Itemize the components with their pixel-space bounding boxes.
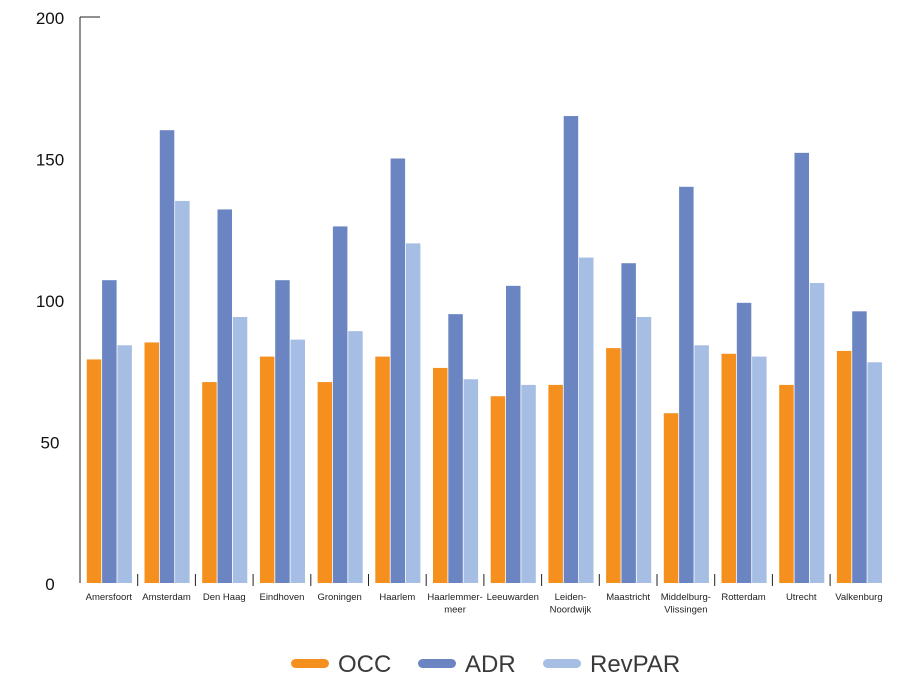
x-axis-labels: Amersfoort Amsterdam Den Haag Eindhoven Gron…: [86, 592, 883, 616]
bar-revpar-9: [636, 316, 652, 583]
legend-swatch-occ: [291, 659, 329, 668]
bar-occ-3: [259, 356, 275, 583]
bar-adr-1: [159, 130, 175, 583]
bar-revpar-7: [521, 384, 536, 583]
y-tick-label: 200: [36, 9, 64, 28]
legend-label-revpar: RevPAR: [590, 651, 680, 678]
bar-adr-9: [621, 263, 636, 583]
bar-adr-7: [506, 285, 521, 583]
legend-label-occ: OCC: [338, 651, 391, 678]
x-tick-label: meer: [444, 605, 466, 616]
x-tick-label: Haarlemmer-: [427, 592, 482, 603]
bar-adr-13: [852, 311, 867, 583]
bar-occ-12: [779, 384, 794, 583]
y-tick-label: 50: [41, 434, 60, 453]
x-tick-label: Amersfoort: [86, 592, 133, 603]
x-tick-label: Rotterdam: [721, 592, 765, 603]
x-tick-label: Eindhoven: [259, 592, 304, 603]
x-tick-label: Utrecht: [786, 592, 817, 603]
bar-revpar-8: [579, 257, 594, 583]
bar-adr-12: [794, 152, 809, 583]
x-tick-label: Valkenburg: [835, 592, 882, 603]
bars: [86, 116, 882, 584]
x-tick-label: Maastricht: [606, 592, 650, 603]
bar-revpar-0: [117, 345, 132, 583]
x-tick-label: Noordwijk: [550, 605, 592, 616]
bar-adr-10: [679, 186, 694, 584]
bar-adr-4: [332, 226, 348, 584]
bar-adr-8: [563, 116, 579, 584]
bar-adr-6: [448, 314, 463, 583]
x-tick-label: Haarlem: [379, 592, 415, 603]
bar-adr-5: [390, 158, 406, 583]
bar-occ-0: [86, 359, 102, 583]
x-tick-label: Vlissingen: [664, 605, 707, 616]
x-tick-label: Leeuwarden: [487, 592, 539, 603]
bar-revpar-10: [694, 345, 709, 583]
bar-revpar-13: [867, 362, 882, 583]
legend-label-adr: ADR: [465, 651, 516, 678]
bar-occ-11: [721, 353, 736, 583]
bar-occ-6: [433, 367, 448, 583]
bar-adr-0: [102, 280, 117, 583]
bar-adr-2: [217, 209, 232, 583]
bar-revpar-3: [290, 339, 305, 583]
bar-revpar-5: [405, 243, 421, 583]
bar-revpar-4: [348, 331, 363, 583]
x-tick-label: Den Haag: [203, 592, 246, 603]
x-tick-label: Groningen: [317, 592, 361, 603]
bar-occ-2: [202, 382, 217, 583]
bar-occ-9: [606, 348, 621, 583]
category-separators: [137, 574, 831, 586]
y-tick-label: 100: [36, 292, 64, 311]
bar-occ-13: [836, 350, 852, 583]
bar-adr-3: [275, 280, 290, 583]
legend-swatch-adr: [418, 659, 456, 668]
y-tick-label: 150: [36, 151, 64, 170]
x-tick-label: Leiden-: [555, 592, 587, 603]
x-tick-label: Middelburg-: [661, 592, 711, 603]
bar-occ-8: [548, 384, 563, 583]
bar-adr-11: [736, 302, 752, 583]
bar-occ-7: [490, 396, 506, 583]
bar-occ-1: [144, 342, 159, 583]
bar-occ-5: [375, 356, 390, 583]
bar-revpar-1: [175, 200, 190, 583]
x-tick-label: Amsterdam: [142, 592, 191, 603]
bar-revpar-11: [752, 356, 767, 583]
bar-revpar-12: [809, 283, 825, 583]
legend: OCC ADR RevPAR: [291, 651, 680, 678]
bar-revpar-2: [232, 316, 248, 583]
bar-occ-4: [317, 382, 333, 583]
bar-revpar-6: [463, 379, 479, 583]
bar-occ-10: [663, 413, 679, 583]
y-tick-label: 0: [45, 575, 54, 594]
legend-swatch-revpar: [543, 659, 581, 668]
y-axis-ticks: 0 50 100 150 200: [36, 9, 64, 594]
